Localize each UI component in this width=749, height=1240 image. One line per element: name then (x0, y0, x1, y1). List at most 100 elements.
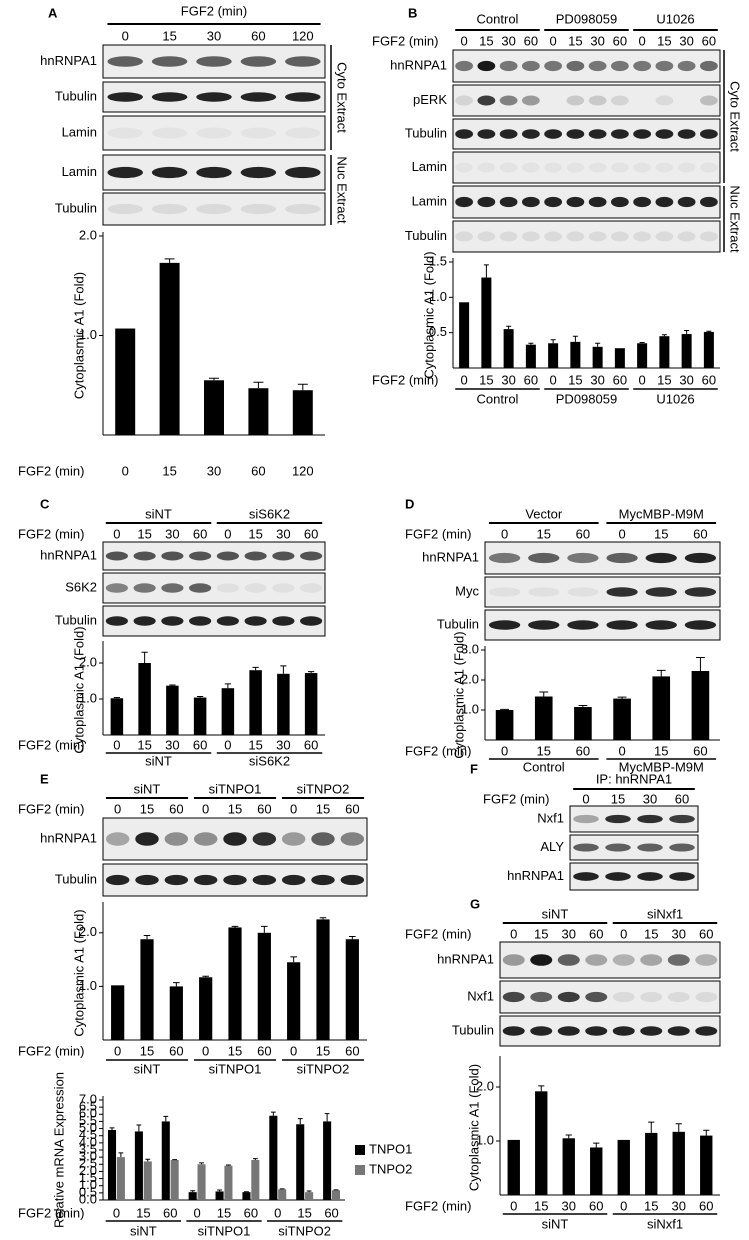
bar (204, 380, 224, 435)
error-bar (319, 917, 327, 920)
bar (681, 334, 692, 368)
blot-band (105, 832, 130, 846)
panel-label: F (470, 761, 478, 776)
blot-band (107, 56, 143, 67)
blot-band (566, 60, 585, 72)
x-tick-label: 0 (290, 1043, 297, 1058)
blot-band (633, 96, 651, 106)
blot-band (455, 95, 474, 106)
lane-label: 60 (699, 926, 713, 941)
blot-band (573, 814, 599, 824)
blot-band (612, 1026, 635, 1036)
blot-band (193, 832, 218, 846)
row-label: Lamin (412, 159, 447, 174)
error-bar (500, 708, 509, 710)
blot-band (272, 551, 295, 561)
lane-label: 15 (611, 791, 625, 806)
x-tick-label: 30 (562, 1198, 576, 1213)
row-label: Tubulin (452, 1022, 494, 1037)
error-bar (595, 342, 601, 347)
row-label: hnRNPA1 (40, 830, 97, 845)
blot-band (521, 95, 540, 106)
group-label: siTNPO2 (297, 1061, 350, 1076)
x-tick-label: 30 (276, 737, 290, 752)
lane-title: FGF2 (min) (405, 926, 471, 941)
blot-band (161, 583, 184, 593)
bar (495, 710, 514, 740)
error-bar (696, 657, 705, 671)
bar (590, 1147, 603, 1195)
blot-header: siNT (542, 906, 569, 921)
blot-band (502, 954, 525, 966)
x-tick-label: 60 (702, 372, 716, 387)
blot-band (669, 843, 695, 852)
y-tick-label: 1.0 (79, 1177, 97, 1192)
row-label: Myc (455, 583, 479, 598)
x-tick-label: 60 (251, 463, 265, 478)
blot-band (573, 872, 599, 881)
y-tick-label: 1.0 (429, 289, 447, 304)
panel-label: B (408, 5, 417, 20)
y-axis-label: Cytoplasmic A1 (Fold) (71, 909, 86, 1036)
y-tick-label: 0.0 (79, 1191, 97, 1206)
lane-label: 15 (534, 926, 548, 941)
error-bar (199, 1162, 204, 1165)
x-tick-label: 15 (248, 737, 262, 752)
blot-band (133, 551, 156, 561)
blot-band (544, 129, 563, 139)
error-bar (202, 975, 209, 978)
lane-label: 15 (316, 801, 330, 816)
lane-label: 15 (140, 801, 154, 816)
lane-label: 120 (292, 28, 314, 43)
bar (278, 1189, 287, 1200)
lane-label: 30 (562, 926, 576, 941)
x-tick-label: 30 (590, 372, 604, 387)
blot-band (695, 954, 718, 966)
x-tick-label: 15 (316, 1043, 330, 1058)
x-axis-label: FGF2 (min) (18, 1205, 84, 1220)
lane-label: 30 (501, 33, 515, 48)
bar (159, 262, 180, 435)
row-label: Lamin (62, 164, 97, 179)
x-axis-label: FGF2 (min) (18, 1043, 84, 1058)
y-tick-label: 1.0 (476, 1132, 494, 1147)
blot-header: MycMBP-M9M (619, 506, 704, 521)
blot-band (699, 129, 718, 139)
lane-label: 60 (524, 33, 538, 48)
blot-band (252, 874, 277, 886)
y-tick-label: 1.0 (79, 327, 97, 342)
error-bar (143, 934, 151, 940)
blot-band (521, 196, 540, 208)
x-tick-label: 0 (274, 1205, 281, 1220)
lane-label: 30 (679, 33, 693, 48)
blot-band (633, 60, 652, 72)
error-bar (648, 1121, 655, 1133)
y-axis-label: Cytoplasmic A1 (Fold) (71, 626, 86, 753)
lane-title: FGF2 (min) (372, 33, 438, 48)
lane-label: 30 (207, 28, 221, 43)
blot-band (499, 231, 518, 242)
blot-band (107, 92, 143, 102)
blot-header: U1026 (656, 11, 694, 26)
bar (224, 1165, 233, 1200)
blot-band (502, 1026, 525, 1036)
blot-band (133, 616, 156, 626)
y-tick-label: 1.0 (79, 978, 97, 993)
x-tick-label: 0 (550, 372, 557, 387)
lane-label: 0 (113, 526, 120, 541)
error-bar (113, 697, 120, 699)
blot-band (566, 129, 585, 139)
blot-band (677, 129, 696, 139)
lane-label: 30 (643, 791, 657, 806)
lane-label: 15 (644, 926, 658, 941)
blot-band (196, 127, 232, 139)
x-tick-label: 15 (162, 463, 176, 478)
blot-band (606, 620, 638, 630)
blot-band (588, 196, 607, 208)
side-label: Nuc Extract (728, 185, 743, 253)
blot-band (633, 231, 652, 242)
blot-band (164, 832, 189, 846)
error-bar (528, 342, 534, 345)
x-tick-label: 15 (217, 1205, 231, 1220)
x-tick-label: 15 (654, 743, 668, 758)
